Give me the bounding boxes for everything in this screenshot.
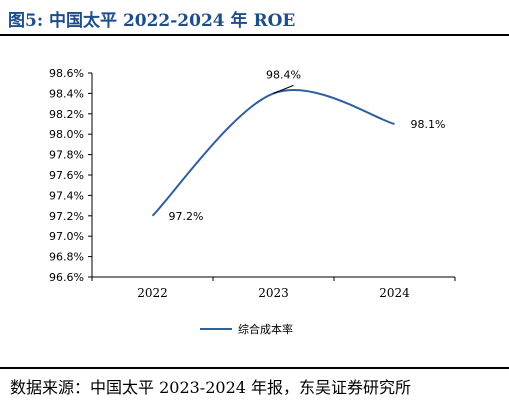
x-tick-label: 2022 bbox=[137, 286, 168, 300]
chart: 96.6% 96.8% 97.0% 97.2% 97.4% 97.6% 97.8% 98.0%… bbox=[49, 67, 456, 336]
figure-title: 图5: 中国太平 2022-2024 年 ROE bbox=[8, 11, 296, 31]
y-tick-label: 97.8% bbox=[49, 149, 84, 162]
axes bbox=[88, 72, 456, 281]
data-labels: 97.2% 98.4% 98.1% bbox=[169, 68, 446, 222]
legend-label: 综合成本率 bbox=[238, 322, 293, 336]
source-note: 数据来源：中国太平 2023-2024 年报，东吴证券研究所 bbox=[10, 378, 412, 397]
x-tick-label: 2024 bbox=[379, 286, 410, 300]
y-tick-label: 96.6% bbox=[49, 271, 84, 284]
y-tick-label: 97.2% bbox=[49, 210, 84, 223]
y-tick-label: 97.4% bbox=[49, 189, 84, 202]
data-label: 98.4% bbox=[266, 68, 301, 81]
legend: 综合成本率 bbox=[200, 322, 293, 336]
bottom-rule bbox=[0, 367, 509, 369]
series-layer bbox=[151, 89, 395, 217]
y-tick-labels: 96.6% 96.8% 97.0% 97.2% 97.4% 97.6% 97.8% 98.0%… bbox=[49, 67, 84, 284]
top-rule bbox=[0, 34, 509, 36]
data-label: 97.2% bbox=[169, 210, 204, 223]
y-tick-label: 97.6% bbox=[49, 169, 84, 182]
figure-header: 图5: 中国太平 2022-2024 年 ROE bbox=[0, 0, 509, 36]
data-label: 98.1% bbox=[411, 118, 446, 131]
series-line bbox=[151, 89, 395, 217]
y-tick-label: 98.6% bbox=[49, 67, 84, 80]
x-tick-labels: 2022 2023 2024 bbox=[137, 286, 410, 300]
x-tick-label: 2023 bbox=[258, 286, 289, 300]
data-label-leader bbox=[273, 84, 294, 94]
y-tick-label: 98.2% bbox=[49, 108, 84, 121]
y-tick-label: 97.0% bbox=[49, 230, 84, 243]
y-tick-label: 98.4% bbox=[49, 87, 84, 100]
y-tick-label: 96.8% bbox=[49, 251, 84, 264]
y-tick-label: 98.0% bbox=[49, 128, 84, 141]
